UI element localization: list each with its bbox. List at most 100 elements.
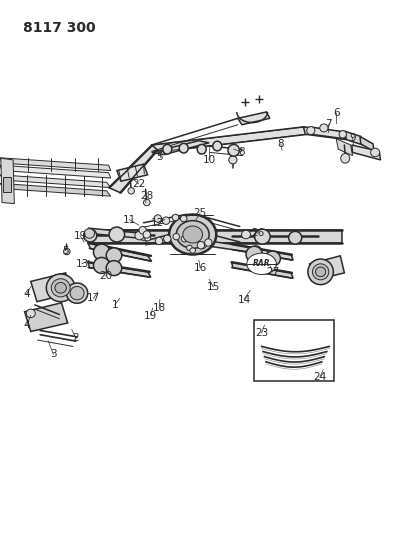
Ellipse shape [196,239,207,249]
Text: 13: 13 [75,259,88,269]
Text: 8117 300: 8117 300 [22,21,95,35]
Text: 16: 16 [193,263,206,272]
Ellipse shape [154,215,161,222]
Polygon shape [25,303,67,332]
Text: 6: 6 [332,108,339,118]
Ellipse shape [227,144,239,156]
Ellipse shape [139,227,146,234]
Ellipse shape [51,279,70,297]
Ellipse shape [128,188,134,194]
Ellipse shape [181,236,187,242]
Text: 8: 8 [238,147,245,157]
Polygon shape [351,145,380,160]
Ellipse shape [245,246,262,262]
Ellipse shape [162,144,171,154]
Polygon shape [88,243,151,261]
Polygon shape [151,127,307,152]
Ellipse shape [306,126,314,134]
Ellipse shape [250,246,261,255]
Text: 22: 22 [132,179,145,189]
Ellipse shape [180,215,187,222]
Bar [254,320,333,381]
Polygon shape [88,230,342,243]
Ellipse shape [264,251,280,266]
Polygon shape [1,158,14,204]
Polygon shape [200,240,257,253]
Ellipse shape [46,274,75,302]
Text: 5: 5 [156,152,163,162]
Text: 17: 17 [87,294,100,303]
Polygon shape [335,139,352,156]
Text: 10: 10 [202,155,215,165]
Ellipse shape [84,229,94,238]
Text: 7: 7 [324,119,330,128]
Polygon shape [31,273,72,302]
Polygon shape [0,158,110,171]
Text: 25: 25 [193,208,206,218]
Ellipse shape [106,261,121,276]
Text: 3: 3 [50,350,56,359]
Ellipse shape [312,264,328,280]
Polygon shape [88,228,145,239]
Ellipse shape [135,231,144,240]
Polygon shape [237,112,269,125]
Ellipse shape [155,237,162,245]
Polygon shape [231,244,292,260]
Ellipse shape [106,248,121,263]
Ellipse shape [189,248,195,253]
Ellipse shape [197,241,204,249]
Text: 23: 23 [254,328,267,338]
Ellipse shape [212,141,221,151]
Polygon shape [344,131,362,145]
Ellipse shape [319,124,327,132]
Polygon shape [303,127,346,140]
Ellipse shape [340,154,349,163]
Ellipse shape [186,245,192,251]
Ellipse shape [204,239,211,246]
Text: 9: 9 [348,133,355,142]
Ellipse shape [138,231,148,240]
Ellipse shape [143,199,150,206]
Ellipse shape [172,214,178,221]
Polygon shape [117,164,147,181]
Ellipse shape [338,131,346,138]
Ellipse shape [163,235,171,243]
Ellipse shape [26,309,35,318]
Text: 19: 19 [144,311,157,320]
Polygon shape [0,165,110,178]
Ellipse shape [173,233,179,240]
Text: 20: 20 [99,271,112,281]
Polygon shape [0,175,110,188]
Polygon shape [0,183,110,196]
Ellipse shape [66,283,88,303]
Bar [3,177,11,192]
Polygon shape [88,262,151,277]
Text: RAR: RAR [252,260,270,268]
Text: 11: 11 [122,215,135,224]
Text: 8: 8 [277,139,283,149]
Ellipse shape [228,156,236,164]
Ellipse shape [109,227,124,242]
Polygon shape [359,136,373,151]
Text: 4: 4 [23,289,30,299]
Polygon shape [231,262,292,278]
Ellipse shape [179,143,188,153]
Ellipse shape [370,148,379,157]
Polygon shape [151,141,209,155]
Ellipse shape [93,257,110,273]
Ellipse shape [315,267,325,277]
Ellipse shape [169,214,216,255]
Text: 5: 5 [62,246,69,255]
Ellipse shape [254,229,270,244]
Ellipse shape [182,226,202,243]
Text: 12: 12 [151,218,164,228]
Text: 19: 19 [73,231,86,240]
Text: 2: 2 [72,334,79,343]
Ellipse shape [55,282,66,293]
Ellipse shape [307,259,333,285]
Text: 27: 27 [265,267,279,277]
Text: 1: 1 [111,300,118,310]
Ellipse shape [197,144,206,154]
Polygon shape [309,256,344,281]
Polygon shape [108,145,157,193]
